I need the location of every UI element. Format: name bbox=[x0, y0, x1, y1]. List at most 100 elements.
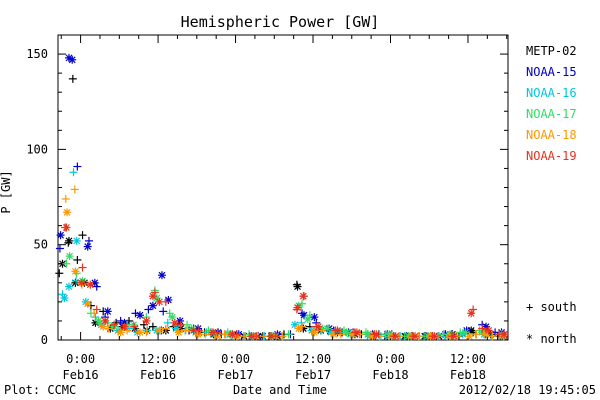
data-point-north bbox=[310, 328, 319, 337]
x-tick-label-date: Feb17 bbox=[217, 368, 253, 382]
x-axis-ticks: 0:00 Feb16 12:00 Feb16 0:00 Feb17 12:00 Feb17 0:… bbox=[60, 35, 508, 382]
x-tick-label-time: 0:00 bbox=[221, 352, 250, 366]
data-point-south bbox=[259, 332, 268, 341]
data-point-south bbox=[143, 326, 152, 335]
data-point-north bbox=[68, 55, 77, 64]
data-point-north bbox=[500, 330, 509, 339]
data-point-north bbox=[299, 292, 308, 301]
data-point-north bbox=[60, 294, 69, 303]
data-point-north bbox=[83, 242, 92, 251]
legend-north-marker: * north bbox=[526, 332, 577, 346]
data-point-south bbox=[220, 330, 229, 339]
x-tick-label-time: 12:00 bbox=[450, 352, 486, 366]
y-tick-label: 150 bbox=[26, 47, 48, 61]
x-tick-label-date: Feb17 bbox=[295, 368, 331, 382]
data-point-north bbox=[103, 307, 112, 316]
data-point-north bbox=[135, 311, 144, 320]
x-tick-label-time: 0:00 bbox=[66, 352, 95, 366]
x-axis-label: Date and Time bbox=[233, 383, 327, 397]
data-point-north bbox=[352, 328, 361, 337]
data-point-north bbox=[208, 328, 217, 337]
data-point-south bbox=[84, 236, 93, 245]
x-tick-label-date: Feb16 bbox=[140, 368, 176, 382]
x-tick-label-time: 12:00 bbox=[140, 352, 176, 366]
data-point-north bbox=[247, 332, 256, 341]
legend-item: NOAA-19 bbox=[526, 149, 577, 163]
data-point-south bbox=[284, 330, 293, 339]
data-point-south bbox=[201, 330, 210, 339]
legend: METP-02 NOAA-15 NOAA-16 NOAA-17 NOAA-18 NOAA-… bbox=[526, 44, 577, 163]
data-point-north bbox=[465, 332, 474, 341]
data-point-north bbox=[64, 236, 73, 245]
y-tick-label: 0 bbox=[41, 333, 48, 347]
plot-timestamp: 2012/02/18 19:45:05 bbox=[459, 383, 596, 397]
data-point-south bbox=[159, 307, 168, 316]
data-point-south bbox=[130, 322, 139, 331]
data-point-south bbox=[73, 162, 82, 171]
data-point-north bbox=[189, 326, 198, 335]
data-point-south bbox=[181, 326, 190, 335]
data-point-south bbox=[110, 320, 119, 329]
data-point-north bbox=[62, 223, 71, 232]
data-point-north bbox=[484, 326, 493, 335]
legend-item: NOAA-18 bbox=[526, 128, 577, 142]
data-point-north bbox=[72, 236, 81, 245]
data-point-north bbox=[449, 332, 458, 341]
x-tick-label-time: 0:00 bbox=[376, 352, 405, 366]
data-point-north bbox=[155, 326, 164, 335]
data-point-north bbox=[174, 328, 183, 337]
x-tick-label-time: 12:00 bbox=[295, 352, 331, 366]
plot-frame bbox=[57, 34, 509, 341]
data-point-north bbox=[342, 328, 351, 337]
data-point-north bbox=[310, 313, 319, 322]
data-point-south bbox=[55, 244, 64, 253]
legend-item: NOAA-17 bbox=[526, 107, 577, 121]
y-axis-ticks: 0 50 100 150 bbox=[26, 47, 508, 347]
legend-south-marker: + south bbox=[526, 300, 577, 314]
data-point-south bbox=[61, 194, 70, 203]
data-point-north bbox=[86, 280, 95, 289]
x-tick-label-date: Feb18 bbox=[372, 368, 408, 382]
data-point-north bbox=[314, 322, 323, 331]
y-tick-label: 50 bbox=[34, 238, 48, 252]
data-point-north bbox=[65, 252, 74, 261]
data-point-south bbox=[472, 330, 481, 339]
data-point-north bbox=[99, 322, 108, 331]
data-point-north bbox=[430, 332, 439, 341]
data-point-north bbox=[56, 231, 65, 240]
x-tick-label-date: Feb16 bbox=[63, 368, 99, 382]
legend-item: NOAA-15 bbox=[526, 65, 577, 79]
data-point-south bbox=[70, 185, 79, 194]
data-point-north bbox=[77, 278, 86, 287]
data-point-south bbox=[161, 324, 170, 333]
data-point-south bbox=[62, 259, 71, 268]
data-point-south bbox=[92, 305, 101, 314]
data-point-north bbox=[293, 303, 302, 312]
data-point-north bbox=[129, 320, 138, 329]
data-point-north bbox=[63, 208, 72, 217]
data-point-north bbox=[120, 322, 129, 331]
data-point-north bbox=[333, 326, 342, 335]
data-points bbox=[55, 53, 509, 341]
data-point-south bbox=[78, 231, 87, 240]
x-tick-label-date: Feb18 bbox=[450, 368, 486, 382]
data-point-north bbox=[303, 315, 312, 324]
data-point-north bbox=[293, 282, 302, 291]
data-point-south bbox=[488, 332, 497, 341]
data-point-north bbox=[148, 292, 157, 301]
data-point-north bbox=[228, 330, 237, 339]
legend-item: METP-02 bbox=[526, 44, 577, 58]
data-point-north bbox=[155, 297, 164, 306]
y-axis-label: P [GW] bbox=[0, 170, 13, 213]
chart-title: Hemispheric Power [GW] bbox=[181, 13, 380, 31]
data-point-north bbox=[71, 267, 80, 276]
data-point-south bbox=[148, 322, 157, 331]
data-point-south bbox=[163, 318, 172, 327]
data-point-south bbox=[73, 255, 82, 264]
data-point-north bbox=[329, 330, 338, 339]
data-point-north bbox=[170, 318, 179, 327]
data-point-north bbox=[372, 330, 381, 339]
data-point-south bbox=[78, 263, 87, 272]
data-point-south bbox=[69, 168, 78, 177]
